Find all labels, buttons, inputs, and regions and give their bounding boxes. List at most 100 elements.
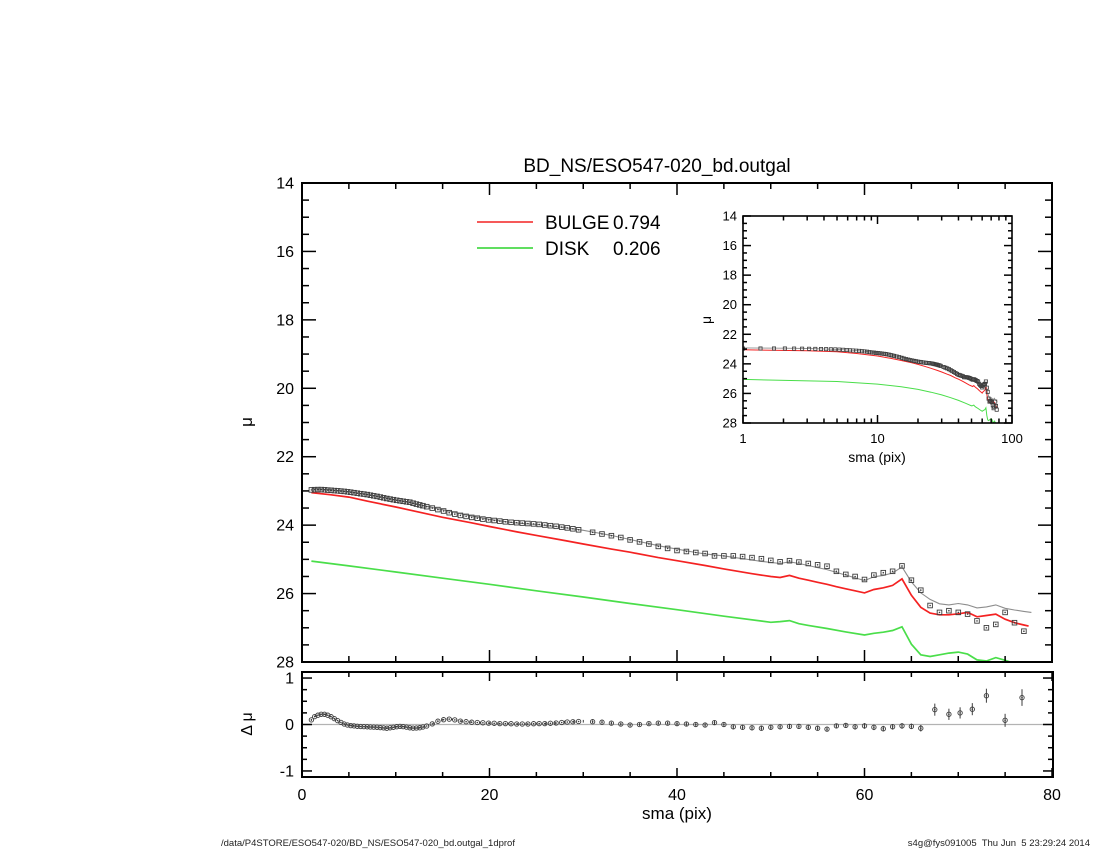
data-point-center-dot xyxy=(359,492,362,495)
inset-data-point-square xyxy=(837,347,842,352)
inset-data-point-square xyxy=(975,378,980,383)
residual-point-center-dot xyxy=(666,722,669,724)
residual-point-center-dot xyxy=(504,722,507,725)
residual-point-center-dot xyxy=(901,725,903,727)
residual-point-center-dot xyxy=(549,722,552,725)
residual-point-circle xyxy=(899,723,905,729)
residual-point-center-dot xyxy=(405,726,408,728)
residual-point-center-dot xyxy=(454,719,456,721)
data-point-square xyxy=(964,611,971,617)
data-point-center-dot xyxy=(363,493,365,495)
residual-point-center-dot xyxy=(920,727,922,729)
data-point-center-dot xyxy=(938,611,941,614)
data-point-center-dot xyxy=(459,514,462,517)
data-point-center-dot xyxy=(399,500,401,502)
residual-point-circle xyxy=(932,706,938,713)
data-point-center-dot xyxy=(845,573,847,576)
data-point-center-dot xyxy=(826,565,828,567)
data-point-center-dot xyxy=(320,488,323,491)
data-point-square xyxy=(1002,609,1008,616)
residual-point-circle xyxy=(564,719,570,725)
residual-point-center-dot xyxy=(934,708,936,711)
residual-point-center-dot xyxy=(323,713,326,716)
residual-point-circle xyxy=(364,724,370,730)
main-y-tick-label: 24 xyxy=(276,518,294,535)
data-point-center-dot xyxy=(482,518,484,520)
disk-line xyxy=(311,560,1013,662)
residual-point-center-dot xyxy=(499,722,501,725)
data-point-square xyxy=(384,495,390,502)
data-point-center-dot xyxy=(723,555,725,557)
data-point-center-dot xyxy=(577,529,580,531)
plot-title: BD_NS/ESO547-020_bd.outgal xyxy=(523,156,790,177)
residual-point-center-dot xyxy=(313,715,316,718)
data-point-center-dot xyxy=(340,490,342,492)
residual-point-center-dot xyxy=(713,721,716,724)
inset-y-tick-label: 18 xyxy=(723,268,737,283)
data-point-square xyxy=(824,563,830,569)
residual-point-circle xyxy=(440,717,447,723)
residual-point-center-dot xyxy=(412,727,414,729)
data-point-square xyxy=(536,521,542,528)
data-point-square xyxy=(364,491,370,498)
data-point-center-dot xyxy=(816,564,819,566)
data-point-center-dot xyxy=(985,627,988,629)
residual-point-circle xyxy=(636,721,643,728)
residual-point-center-dot xyxy=(854,726,856,728)
inset-data-point-square xyxy=(772,346,777,351)
data-point-square xyxy=(908,577,915,583)
data-point-center-dot xyxy=(657,545,660,548)
data-point-center-dot xyxy=(741,555,744,558)
data-point-center-dot xyxy=(369,494,372,497)
data-point-center-dot xyxy=(882,571,885,574)
residual-point-center-dot xyxy=(695,723,697,726)
data-point-center-dot xyxy=(891,570,894,573)
residual-point-circle xyxy=(361,723,367,730)
residual-point-circle xyxy=(655,720,661,726)
data-point-square xyxy=(974,618,980,624)
main-y-tick-label: 28 xyxy=(276,655,294,672)
data-point-center-dot xyxy=(412,502,414,505)
data-point-square xyxy=(380,495,387,501)
residual-point-center-dot xyxy=(369,726,372,728)
residual-point-circle xyxy=(387,725,393,731)
residual-point-center-dot xyxy=(493,722,496,725)
residual-point-center-dot xyxy=(959,712,961,714)
data-point-center-dot xyxy=(442,510,445,512)
data-point-square xyxy=(416,502,423,508)
data-point-square xyxy=(334,488,341,494)
data-point-center-dot xyxy=(454,513,456,515)
data-point-square xyxy=(435,506,441,513)
data-point-center-dot xyxy=(350,491,352,494)
residual-point-center-dot xyxy=(372,726,375,728)
data-point-center-dot xyxy=(310,489,313,491)
data-point-square xyxy=(331,487,338,494)
residual-x-tick-label: 60 xyxy=(856,787,874,804)
residual-point-circle xyxy=(570,719,576,725)
inset-data-point-square xyxy=(869,350,874,355)
residual-point-center-dot xyxy=(555,722,557,724)
residual-point-circle xyxy=(599,719,605,725)
main-y-tick-label: 18 xyxy=(276,312,294,329)
data-point-square xyxy=(636,539,643,545)
residual-point-circle xyxy=(711,719,718,726)
residual-point-circle xyxy=(1019,694,1025,701)
residual-point-circle xyxy=(871,724,877,730)
data-point-center-dot xyxy=(376,495,378,498)
residual-point-circle xyxy=(514,721,520,727)
data-point-square xyxy=(749,554,755,561)
data-point-square xyxy=(357,490,364,497)
residual-point-center-dot xyxy=(310,719,313,721)
residual-point-circle xyxy=(559,719,565,726)
inset-plot-tick-labels: 14 16 18 20 22 24 26 281 10 100 xyxy=(723,209,1023,447)
data-point-square xyxy=(315,486,321,493)
data-point-center-dot xyxy=(863,578,866,581)
residual-point-center-dot xyxy=(723,723,725,726)
inset-data-point-square xyxy=(859,349,864,354)
inset-data-point-square xyxy=(813,346,818,351)
data-point-square xyxy=(589,529,596,536)
data-point-square xyxy=(480,516,486,522)
data-point-square xyxy=(899,563,905,569)
residual-point-center-dot xyxy=(566,721,569,723)
